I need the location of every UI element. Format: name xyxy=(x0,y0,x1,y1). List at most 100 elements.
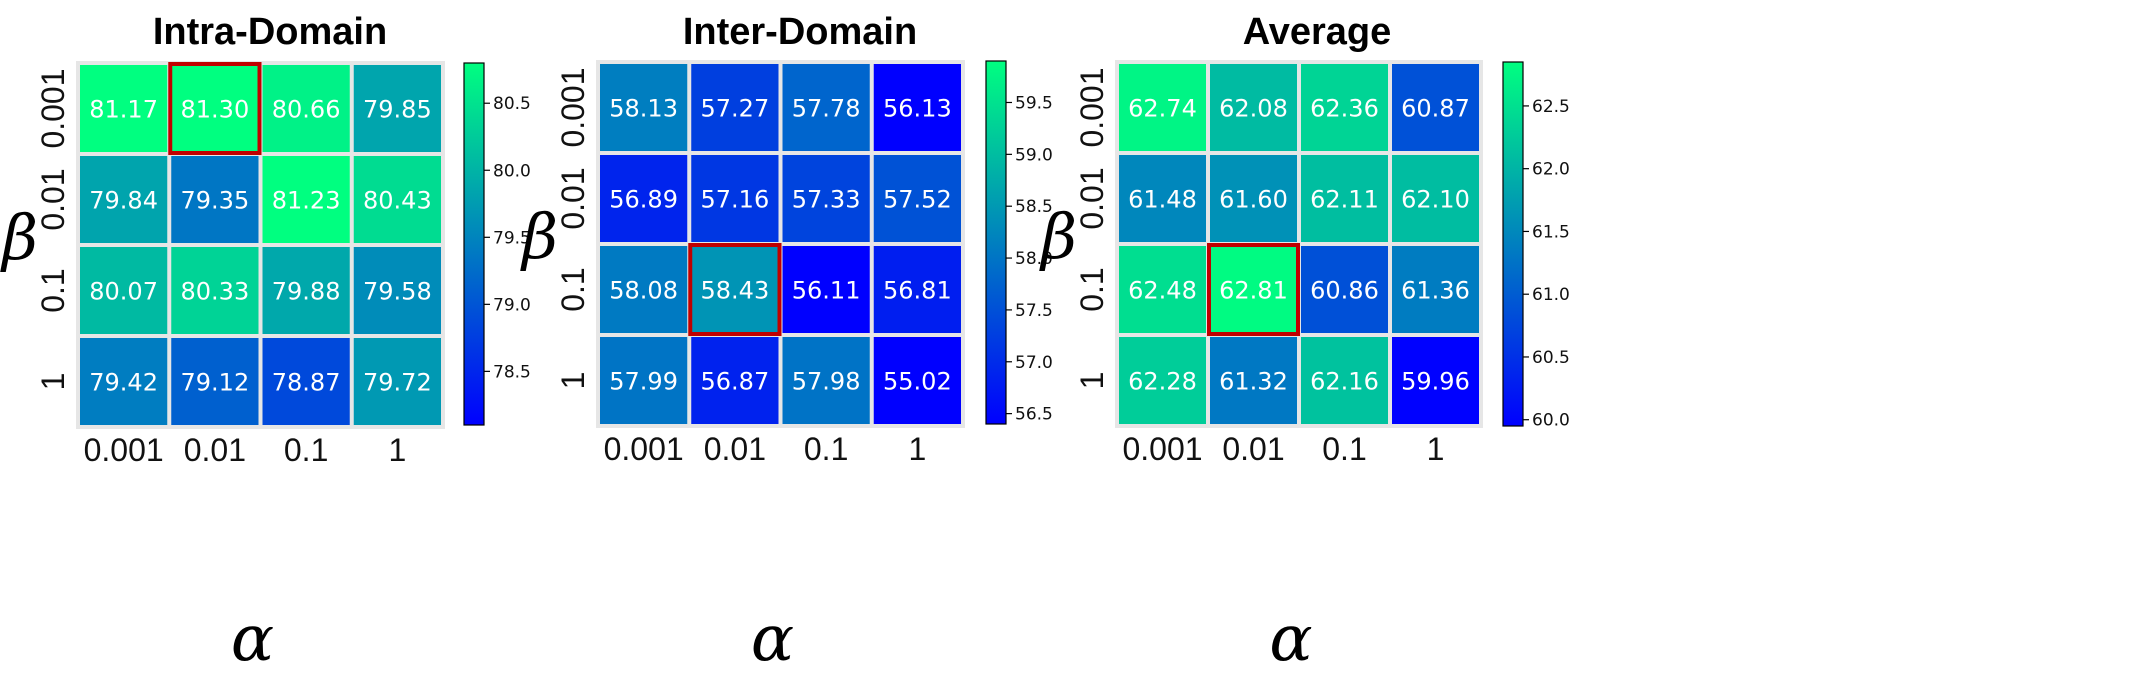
heatmap-cell xyxy=(80,247,168,334)
x-axis-label: α xyxy=(1269,602,1312,676)
cell-value-label: 62.48 xyxy=(1128,277,1197,305)
heatmap-cell xyxy=(262,156,350,243)
heatmap-cell xyxy=(171,247,259,334)
colorbar-tick-label: 60.0 xyxy=(1532,411,1570,431)
cell-value-label: 78.87 xyxy=(272,369,341,397)
x-tick-label: 1 xyxy=(908,431,926,467)
colorbar-tick-label: 58.5 xyxy=(1015,197,1053,217)
x-tick-label: 0.1 xyxy=(1322,431,1366,467)
heatmap-cell xyxy=(600,246,688,333)
cell-value-label: 58.13 xyxy=(609,95,678,123)
x-tick-label: 0.001 xyxy=(1122,431,1202,467)
heatmap-panel-1: Inter-Domain 58.13 57.27 57.78 56.13 56.89 57.… xyxy=(520,11,1053,676)
y-axis-label: β xyxy=(1039,200,1077,273)
heatmap-cell xyxy=(600,64,688,151)
heatmap-panel-2: Average 62.74 62.08 62.36 60.87 61.48 61.60 62.… xyxy=(1039,11,1570,676)
cell-value-label: 56.11 xyxy=(792,277,861,305)
heatmap-cell xyxy=(262,247,350,334)
colorbar-tick-label: 58.0 xyxy=(1015,249,1053,269)
x-tick-label: 1 xyxy=(1427,431,1445,467)
cell-value-label: 62.74 xyxy=(1128,95,1197,123)
cell-value-label: 62.36 xyxy=(1310,95,1379,123)
cell-value-label: 81.30 xyxy=(181,96,250,124)
heatmap-cell xyxy=(262,338,350,425)
y-tick-label: 0.01 xyxy=(35,168,71,230)
cell-value-label: 57.98 xyxy=(792,368,861,396)
cell-value-label: 80.33 xyxy=(181,278,250,306)
cell-value-label: 57.27 xyxy=(701,95,770,123)
colorbar-tick-label: 57.0 xyxy=(1015,353,1053,373)
heatmap-cell xyxy=(353,65,441,152)
colorbar-tick-label: 56.5 xyxy=(1015,405,1053,425)
colorbar-tick-label: 80.5 xyxy=(493,94,531,114)
cell-value-label: 79.42 xyxy=(89,369,158,397)
cell-value-label: 79.88 xyxy=(272,278,341,306)
y-tick-label: 0.01 xyxy=(555,167,591,229)
x-tick-label: 0.01 xyxy=(1222,431,1284,467)
cell-value-label: 56.87 xyxy=(701,368,770,396)
heatmap-cell xyxy=(1210,155,1297,242)
panel-title: Intra-Domain xyxy=(153,11,387,53)
y-tick-label: 1 xyxy=(1074,372,1110,390)
cell-value-label: 79.12 xyxy=(181,369,250,397)
colorbar-tick-label: 57.5 xyxy=(1015,301,1053,321)
colorbar xyxy=(463,62,485,426)
cell-value-label: 60.86 xyxy=(1310,277,1379,305)
cell-value-label: 57.99 xyxy=(609,368,678,396)
heatmap-cell xyxy=(600,337,688,424)
y-axis-label: β xyxy=(0,201,38,274)
y-tick-label: 1 xyxy=(35,373,71,391)
heatmap-cell xyxy=(782,64,870,151)
heatmap-cell xyxy=(691,64,779,151)
heatmap-cell xyxy=(80,65,168,152)
colorbar xyxy=(1502,61,1524,427)
heatmap-cell xyxy=(782,337,870,424)
cell-value-label: 61.48 xyxy=(1128,186,1197,214)
cell-value-label: 62.81 xyxy=(1219,277,1288,305)
y-tick-label: 0.001 xyxy=(1074,67,1110,147)
heatmap-cell xyxy=(1392,246,1479,333)
heatmap-cell xyxy=(600,155,688,242)
heatmap-cell xyxy=(262,65,350,152)
heatmap-cell xyxy=(1210,337,1297,424)
heatmap-cell xyxy=(782,155,870,242)
best-cell-highlight xyxy=(1207,243,1300,336)
heatmap-cell xyxy=(1119,337,1206,424)
cell-value-label: 55.02 xyxy=(883,368,952,396)
heatmap-cell xyxy=(873,64,961,151)
cell-value-label: 62.10 xyxy=(1401,186,1470,214)
best-cell-highlight xyxy=(168,62,262,155)
x-tick-label: 0.001 xyxy=(604,431,684,467)
y-tick-label: 0.1 xyxy=(35,268,71,312)
panel-title: Average xyxy=(1243,11,1392,53)
cell-value-label: 56.81 xyxy=(883,277,952,305)
cell-value-label: 61.60 xyxy=(1219,186,1288,214)
x-axis-label: α xyxy=(751,602,794,676)
colorbar-tick-label: 80.0 xyxy=(493,161,531,181)
heatmap-cell xyxy=(1119,155,1206,242)
heatmap-cell xyxy=(873,246,961,333)
heatmap-cell xyxy=(353,156,441,243)
x-tick-label: 0.01 xyxy=(184,432,246,468)
colorbar-tick-label: 59.5 xyxy=(1015,93,1053,113)
heatmap-cell xyxy=(353,247,441,334)
heatmap-cell xyxy=(1119,64,1206,151)
cell-value-label: 61.36 xyxy=(1401,277,1470,305)
heatmap-cell xyxy=(80,156,168,243)
y-tick-label: 0.1 xyxy=(555,267,591,311)
colorbar-tick-label: 79.5 xyxy=(493,228,531,248)
cell-value-label: 80.07 xyxy=(89,278,158,306)
x-tick-label: 0.1 xyxy=(284,432,328,468)
heatmap-cell xyxy=(171,156,259,243)
heatmap-cell xyxy=(873,155,961,242)
x-tick-label: 0.1 xyxy=(804,431,848,467)
colorbar-tick-label: 79.0 xyxy=(493,295,531,315)
best-cell-highlight xyxy=(688,243,782,336)
colorbar-tick-label: 59.0 xyxy=(1015,145,1053,165)
cell-value-label: 80.43 xyxy=(363,187,432,215)
cell-value-label: 59.96 xyxy=(1401,368,1470,396)
cell-value-label: 81.17 xyxy=(89,96,158,124)
cell-value-label: 79.72 xyxy=(363,369,432,397)
cell-value-label: 79.58 xyxy=(363,278,432,306)
